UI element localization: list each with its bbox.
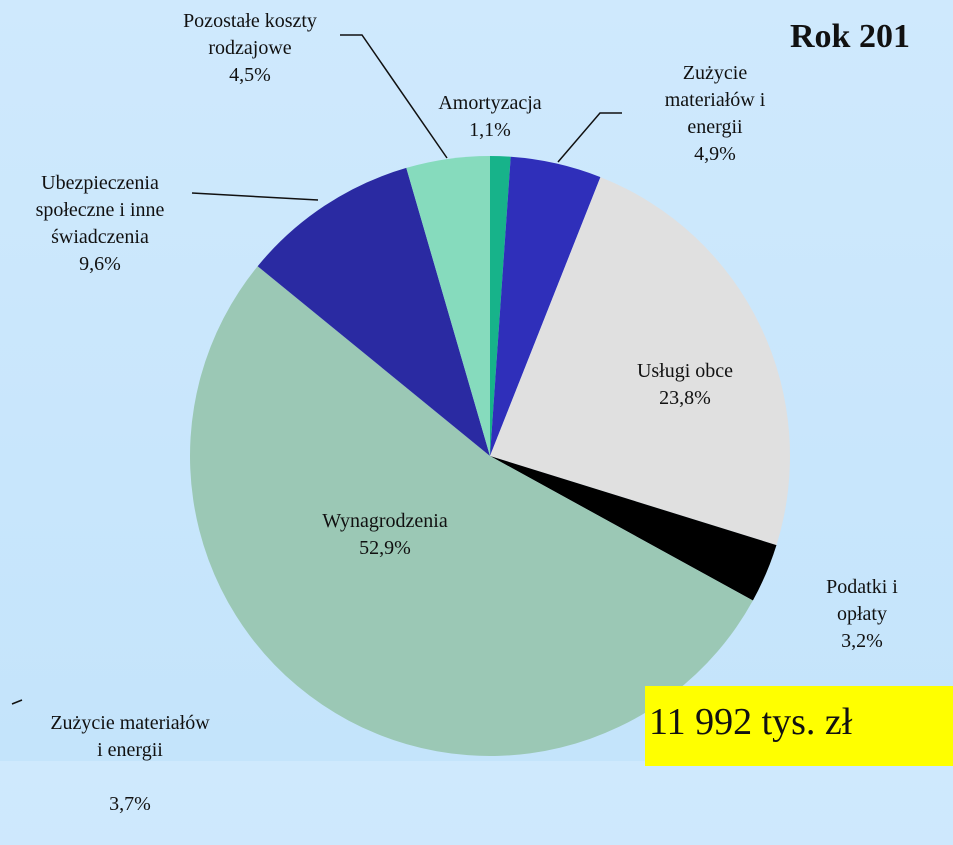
category-label: Podatki i opłaty [826, 576, 898, 625]
slice-label: Usługi obce 23,8% [637, 358, 733, 412]
slice-label: Pozostałe koszty rodzajowe 4,5% [183, 8, 317, 89]
slice [490, 177, 790, 546]
category-label: Amortyzacja [438, 92, 542, 114]
category-label: Pozostałe koszty rodzajowe [183, 10, 317, 59]
category-label: Wynagrodzenia [322, 510, 448, 532]
slices [190, 156, 790, 756]
slice [190, 266, 753, 756]
leader-line [11, 699, 23, 705]
annotation-label: 3,7% [109, 793, 151, 815]
slice [406, 156, 490, 456]
category-label: Usługi obce [636, 360, 734, 382]
value-label: 4,9% [694, 143, 736, 165]
subtitle: 11 992 tys. zł [645, 686, 953, 766]
chart [11, 34, 790, 756]
value-label: 23,8% [659, 387, 711, 409]
slice [257, 167, 490, 456]
leader-line [340, 34, 448, 159]
leader-line [557, 112, 622, 163]
category-label: Ubezpieczenia społeczne i inne świadczen… [35, 172, 165, 248]
value-label: 4,5% [229, 64, 271, 86]
leader-line [191, 192, 319, 201]
value-label: 52,9% [359, 537, 411, 559]
leader-lines [11, 34, 622, 705]
slice-label: Zużycie materiałów i energii 4,9% [665, 60, 766, 168]
slice [490, 156, 511, 456]
slice-label: Podatki i opłaty 3,2% [817, 574, 908, 655]
chart-title: Rok 201 [790, 18, 910, 55]
slice-label: Wynagrodzenia 52,9% [322, 508, 447, 562]
slice [490, 156, 601, 456]
slice-label: Amortyzacja 1,1% [438, 90, 541, 144]
value-label: 1,1% [469, 119, 511, 141]
value-label: 9,6% [79, 253, 121, 275]
annotation-text: Zużycie materiałów i energii [50, 712, 210, 761]
slice-label: Ubezpieczenia społeczne i inne świadczen… [36, 170, 165, 278]
annotation: Zużycie materiałów i energii 3,7% [50, 683, 209, 845]
category-label: Zużycie materiałów i energii [664, 62, 766, 138]
value-label: 3,2% [841, 630, 883, 652]
slice [490, 456, 777, 601]
page: {"chart_data": {"type": "pie", "title": … [0, 0, 953, 815]
